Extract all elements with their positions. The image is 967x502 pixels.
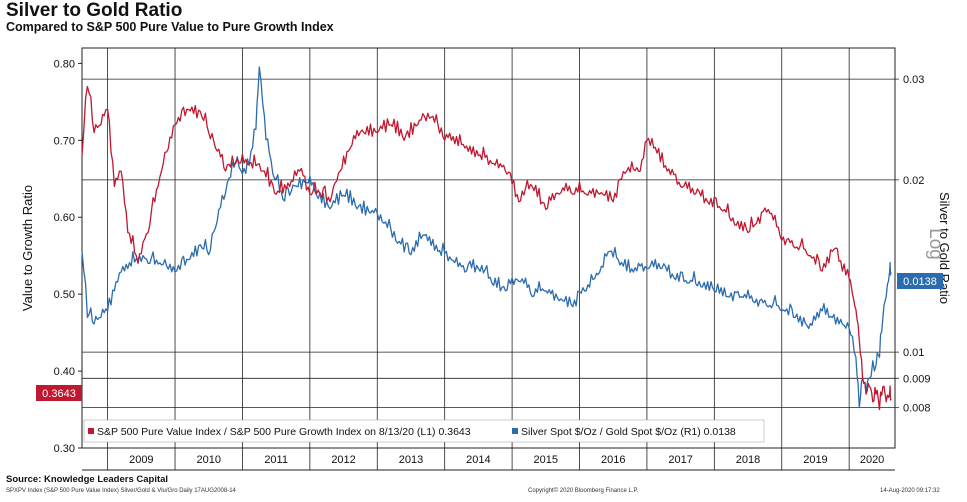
x-tick-label: 2017: [668, 454, 692, 466]
silver-last-badge: 0.0138: [897, 273, 943, 289]
x-tick-label: 2014: [466, 454, 490, 466]
x-tick-label: 2013: [399, 454, 423, 466]
log-scale-label: Log: [925, 228, 946, 260]
series-lines: [81, 66, 892, 411]
right-tick-label: 0.02: [903, 175, 924, 187]
legend: S&P 500 Pure Value Index / S&P 500 Pure …: [83, 419, 765, 443]
legend-swatch-silver: [512, 428, 518, 434]
left-tick-label: 0.80: [54, 58, 75, 70]
x-tick-label: 2012: [331, 454, 355, 466]
silver-last-value: 0.0138: [903, 276, 937, 288]
x-tick-label: 2011: [264, 454, 288, 466]
left-tick-label: 0.40: [54, 366, 75, 378]
chart-subtitle: Compared to S&P 500 Pure Value to Pure G…: [6, 20, 334, 34]
value-last-badge: 0.3643: [36, 385, 82, 401]
right-tick-label: 0.009: [903, 373, 931, 385]
left-axis-label: Value to Growth Ratio: [20, 185, 35, 311]
x-tick-label: 2016: [601, 454, 625, 466]
legend-box: [83, 419, 765, 443]
left-tick-label: 0.70: [54, 135, 75, 147]
gridlines: [82, 48, 899, 470]
legend-entry-value: S&P 500 Pure Value Index / S&P 500 Pure …: [97, 426, 471, 438]
right-axis-ticks: 0.03 0.02 0.01 0.009 0.008: [903, 74, 931, 415]
value-last-value: 0.3643: [42, 388, 76, 400]
x-tick-label: 2010: [196, 454, 220, 466]
legend-entry-silver: Silver Spot $/Oz / Gold Spot $/Oz (R1) 0…: [521, 426, 736, 438]
timestamp: 14-Aug-2020 09:17:32: [880, 488, 940, 494]
right-tick-label: 0.03: [903, 74, 924, 86]
x-year-labels: 2009 2010 2011 2012 2013 2014 2015 2016 2017 2018…: [129, 454, 884, 466]
x-tick-label: 2019: [803, 454, 827, 466]
x-tick-label: 2018: [736, 454, 760, 466]
value-to-growth-line: [81, 85, 892, 411]
left-tick-label: 0.60: [54, 212, 75, 224]
silver-to-gold-line: [81, 66, 892, 409]
right-tick-label: 0.01: [903, 347, 924, 359]
x-tick-label: 2009: [129, 454, 153, 466]
left-tick-label: 0.30: [54, 443, 75, 455]
legend-swatch-value: [88, 428, 94, 434]
x-tick-label: 2015: [534, 454, 558, 466]
x-tick-label: 2020: [860, 454, 884, 466]
ticker-info: SPXPV Index (S&P 500 Pure Value Index) S…: [6, 488, 236, 494]
left-tick-label: 0.50: [54, 289, 75, 301]
left-axis-ticks: 0.80 0.70 0.60 0.50 0.40 0.30: [54, 58, 82, 455]
chart-title: Silver to Gold Ratio: [6, 0, 183, 21]
right-tick-label: 0.008: [903, 403, 931, 415]
source-note: Source: Knowledge Leaders Capital: [6, 474, 169, 485]
copyright: Copyright© 2020 Bloomberg Finance L.P.: [528, 488, 639, 494]
